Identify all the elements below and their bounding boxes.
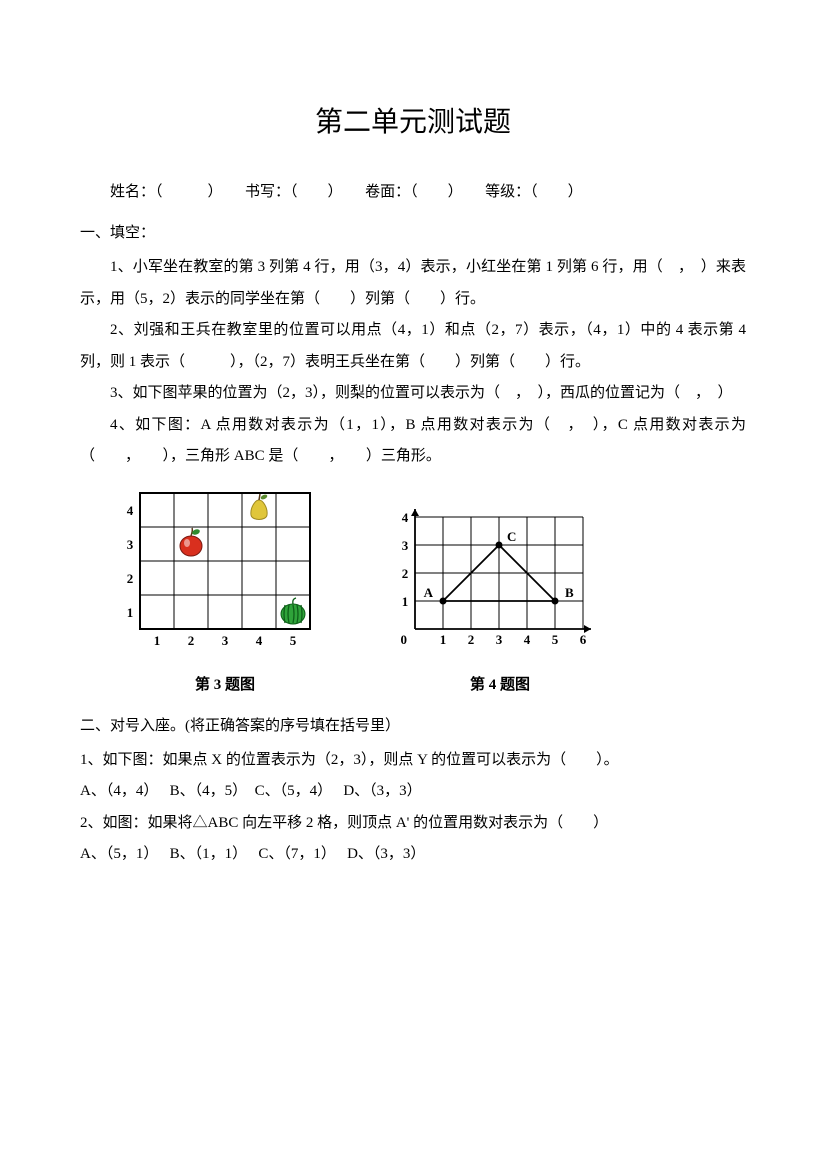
- figure3-block: 1 2 3 4 5 1 2 3 4: [120, 483, 330, 663]
- svg-text:1: 1: [440, 632, 447, 647]
- figure4-svg: 0 1 2 3 4 5 6 1 2 3 4 A B C: [390, 503, 610, 663]
- svg-text:2: 2: [402, 566, 409, 581]
- section2-head: 二、对号入座。(将正确答案的序号填在括号里）: [80, 714, 746, 735]
- svg-text:1: 1: [127, 605, 134, 620]
- svg-text:3: 3: [127, 537, 134, 552]
- svg-text:A: A: [424, 585, 434, 600]
- svg-text:5: 5: [290, 633, 297, 648]
- svg-text:2: 2: [127, 571, 134, 586]
- svg-text:C: C: [507, 529, 516, 544]
- student-info-line: 姓名：（ ） 书写：（ ） 卷面：（ ） 等级：（ ）: [80, 180, 746, 201]
- q3-text: 3、如下图苹果的位置为（2，3），则梨的位置可以表示为（ ， ），西瓜的位置记为…: [80, 378, 746, 410]
- q2-text: 2、刘强和王兵在教室里的位置可以用点（4，1）和点（2，7）表示，（4，1）中的…: [80, 315, 746, 378]
- figure3-svg: 1 2 3 4 5 1 2 3 4: [120, 483, 330, 663]
- figures-row: 1 2 3 4 5 1 2 3 4 0 1 2 3 4 5 6 1 2 3 4 A B C: [120, 483, 746, 663]
- svg-text:4: 4: [402, 510, 409, 525]
- writing-field: 书写：（ ）: [245, 184, 343, 200]
- svg-text:B: B: [565, 585, 574, 600]
- page-title: 第二单元测试题: [80, 100, 746, 140]
- figure-captions: 第 3 题图 第 4 题图: [120, 673, 746, 694]
- s2q1-options: A、（4，4） B、（4，5） C、（5，4） D、（3，3）: [80, 776, 746, 808]
- page: 第二单元测试题 姓名：（ ） 书写：（ ） 卷面：（ ） 等级：（ ） 一、填空…: [0, 0, 826, 1169]
- s2q1-text: 1、如下图：如果点 X 的位置表示为（2，3），则点 Y 的位置可以表示为（ ）…: [80, 745, 746, 777]
- svg-text:0: 0: [401, 632, 408, 647]
- q4-text: 4、如下图：A 点用数对表示为（1，1），B 点用数对表示为（ ， ），C 点用…: [80, 410, 746, 473]
- paper-field: 卷面：（ ）: [365, 184, 463, 200]
- section1-head: 一、填空：: [80, 221, 746, 242]
- svg-text:3: 3: [402, 538, 409, 553]
- figure3-caption: 第 3 题图: [120, 673, 330, 694]
- svg-text:4: 4: [524, 632, 531, 647]
- svg-text:1: 1: [402, 594, 409, 609]
- svg-text:2: 2: [188, 633, 195, 648]
- svg-text:5: 5: [552, 632, 559, 647]
- svg-text:4: 4: [127, 503, 134, 518]
- q1-text: 1、小军坐在教室的第 3 列第 4 行，用（3，4）表示，小红坐在第 1 列第 …: [80, 252, 746, 315]
- svg-text:2: 2: [468, 632, 475, 647]
- svg-text:3: 3: [496, 632, 503, 647]
- figure4-caption: 第 4 题图: [390, 673, 610, 694]
- s2q2-options: A、（5，1） B、（1，1） C、（7，1） D、（3，3）: [80, 839, 746, 871]
- svg-text:6: 6: [580, 632, 587, 647]
- svg-text:3: 3: [222, 633, 229, 648]
- svg-text:1: 1: [154, 633, 161, 648]
- figure4-block: 0 1 2 3 4 5 6 1 2 3 4 A B C: [390, 503, 610, 663]
- name-field: 姓名：（ ）: [110, 184, 223, 200]
- svg-text:4: 4: [256, 633, 263, 648]
- s2q2-text: 2、如图：如果将△ABC 向左平移 2 格，则顶点 A' 的位置用数对表示为（ …: [80, 808, 746, 840]
- grade-field: 等级：（ ）: [485, 184, 583, 200]
